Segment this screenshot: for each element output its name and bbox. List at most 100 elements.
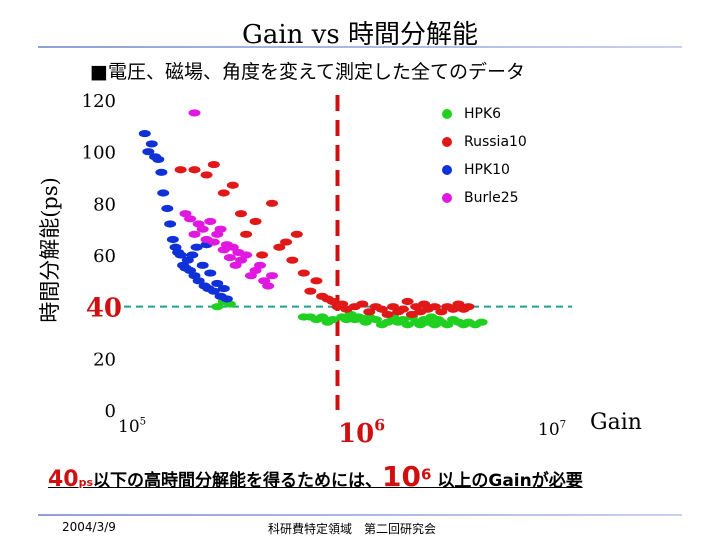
data-point-hpk10 xyxy=(164,220,177,228)
data-point-russia10 xyxy=(217,189,230,197)
data-point-burle25 xyxy=(207,238,220,246)
legend-label: HPK10 xyxy=(464,162,510,178)
data-point-hpk6 xyxy=(326,315,339,324)
conclusion-40: 40 xyxy=(48,467,79,492)
legend-marker xyxy=(442,193,452,203)
y-tick-label: 40 xyxy=(86,294,122,324)
x-tick-exponent: 6 xyxy=(374,415,385,434)
data-point-hpk10 xyxy=(192,277,205,285)
legend-marker xyxy=(442,109,452,119)
legend-label: Russia10 xyxy=(464,134,527,150)
data-point-russia10 xyxy=(286,256,299,264)
data-point-russia10 xyxy=(249,217,262,226)
y-tick-label: 0 xyxy=(105,401,116,422)
conclusion-text: 40ps以下の高時間分解能を得るためには、106 以上のGainが必要 xyxy=(48,460,583,493)
data-point-hpk6 xyxy=(211,303,224,311)
data-point-russia10 xyxy=(435,308,448,316)
data-point-russia10 xyxy=(401,297,414,306)
x-tick-label: 107 xyxy=(538,419,566,440)
x-axis-label: Gain xyxy=(590,410,642,435)
title-rule xyxy=(38,46,682,48)
data-point-hpk10 xyxy=(157,189,170,197)
data-point-hpk10 xyxy=(220,295,233,303)
data-point-russia10 xyxy=(234,210,247,218)
data-point-russia10 xyxy=(290,230,303,238)
legend-marker xyxy=(442,137,452,147)
data-point-hpk10 xyxy=(174,251,187,259)
legend-label: Burle25 xyxy=(464,190,519,206)
data-point-hpk10 xyxy=(152,155,165,164)
data-point-russia10 xyxy=(428,303,441,311)
slide-subtitle: ■電圧、磁場、角度を変えて測定した全てのデータ xyxy=(90,61,526,83)
legend-item: HPK6 xyxy=(442,100,527,128)
conclusion-gain-exp: 6 xyxy=(421,465,432,484)
data-point-burle25 xyxy=(188,109,201,117)
data-point-hpk6 xyxy=(475,318,488,326)
data-point-russia10 xyxy=(280,238,293,246)
y-tick-label: 100 xyxy=(82,143,116,164)
data-point-hpk10 xyxy=(196,261,209,269)
data-point-hpk6 xyxy=(381,318,394,326)
data-point-hpk6 xyxy=(369,315,382,324)
y-tick-label: 120 xyxy=(82,91,116,112)
data-point-russia10 xyxy=(310,277,323,285)
data-point-hpk6 xyxy=(441,321,454,329)
data-point-burle25 xyxy=(188,230,201,238)
footer-rule xyxy=(38,514,682,516)
footer-conference: 科研費特定領域 第二回研究会 xyxy=(268,522,437,536)
data-point-burle25 xyxy=(184,215,197,223)
data-point-hpk10 xyxy=(204,269,217,277)
data-point-burle25 xyxy=(262,282,275,290)
data-point-russia10 xyxy=(396,305,409,313)
data-point-burle25 xyxy=(266,272,279,280)
data-point-russia10 xyxy=(304,287,317,295)
data-point-hpk10 xyxy=(166,235,179,244)
data-point-russia10 xyxy=(381,310,394,319)
data-point-russia10 xyxy=(188,166,201,174)
data-point-russia10 xyxy=(462,303,475,311)
data-point-russia10 xyxy=(256,251,269,259)
data-point-burle25 xyxy=(226,243,239,251)
data-point-russia10 xyxy=(266,199,279,207)
y-tick-label: 80 xyxy=(93,194,116,215)
data-point-burle25 xyxy=(229,261,242,269)
legend-label: HPK6 xyxy=(464,106,502,122)
conclusion-ps: ps xyxy=(78,476,94,489)
data-point-russia10 xyxy=(363,308,376,316)
legend-item: Russia10 xyxy=(442,128,527,156)
data-point-russia10 xyxy=(200,171,213,179)
data-point-burle25 xyxy=(204,217,217,226)
data-point-burle25 xyxy=(196,225,209,233)
data-point-hpk6 xyxy=(316,313,329,321)
x-tick-label: 105 xyxy=(118,416,146,437)
legend-item: HPK10 xyxy=(442,156,527,184)
data-point-burle25 xyxy=(223,253,236,262)
data-point-hpk10 xyxy=(211,279,224,288)
x-tick-exponent: 7 xyxy=(560,419,566,430)
data-point-hpk10 xyxy=(145,140,158,148)
data-point-hpk10 xyxy=(161,204,174,213)
y-tick-label: 60 xyxy=(93,246,116,267)
data-point-russia10 xyxy=(240,230,253,238)
data-point-hpk10 xyxy=(190,243,203,251)
legend: HPK6 Russia10 HPK10 Burle25 xyxy=(442,100,527,212)
data-point-burle25 xyxy=(240,251,253,259)
data-point-russia10 xyxy=(174,166,187,174)
legend-item: Burle25 xyxy=(442,184,527,212)
data-point-hpk10 xyxy=(138,129,151,138)
data-point-russia10 xyxy=(356,300,369,308)
x-tick-exponent: 5 xyxy=(140,416,146,427)
conclusion-post: 以上のGainが必要 xyxy=(431,471,583,491)
data-point-hpk10 xyxy=(217,284,230,293)
data-point-russia10 xyxy=(226,181,239,189)
conclusion-mid: 以下の高時間分解能を得るためには、 xyxy=(93,471,383,491)
y-tick-label: 20 xyxy=(93,349,116,370)
data-point-russia10 xyxy=(207,160,220,169)
data-point-russia10 xyxy=(375,305,388,313)
slide-title: Gain vs 時間分解能 xyxy=(242,20,478,50)
data-point-russia10 xyxy=(297,269,310,277)
legend-marker xyxy=(442,165,452,175)
data-point-russia10 xyxy=(447,305,460,313)
data-point-russia10 xyxy=(273,243,286,251)
